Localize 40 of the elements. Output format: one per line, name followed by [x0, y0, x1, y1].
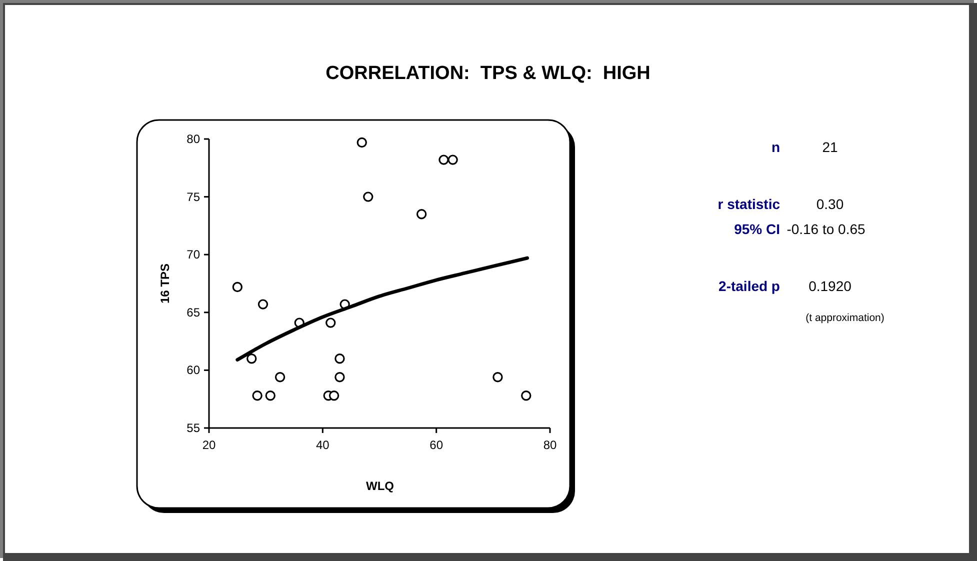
- point: [416, 209, 427, 220]
- point: [246, 354, 257, 364]
- x-tick-label: 60: [430, 438, 444, 452]
- y-axis-title: 16 TPS: [158, 263, 172, 304]
- line-series: [236, 256, 530, 362]
- chart-title: CORRELATION: TPS & WLQ: HIGH: [326, 63, 650, 84]
- x-tick-label: 20: [202, 438, 216, 452]
- point: [438, 154, 449, 165]
- text: 95% CI: [734, 221, 780, 237]
- point: [334, 354, 345, 364]
- text: -0.16 to 0.65: [786, 221, 866, 237]
- text: r statistic: [718, 196, 780, 212]
- y-tick-label: 60: [186, 363, 200, 378]
- point: [232, 282, 243, 292]
- point: [252, 390, 262, 401]
- point: [328, 390, 340, 401]
- point: [258, 299, 268, 310]
- y-tick-label: 65: [186, 305, 200, 320]
- y-tick-label: 55: [186, 421, 200, 435]
- point: [326, 318, 336, 328]
- point: [521, 390, 532, 401]
- point: [274, 372, 286, 382]
- x-tick-label: 80: [543, 438, 557, 452]
- text: 21: [822, 139, 838, 155]
- text: 0.1920: [808, 278, 852, 294]
- point: [356, 137, 367, 148]
- point: [265, 390, 276, 401]
- y-tick-label: 70: [186, 248, 200, 262]
- y-tick-label: 80: [186, 132, 200, 146]
- y-tick-label: 75: [186, 190, 200, 204]
- point: [492, 372, 503, 382]
- text: (t approximation): [806, 312, 884, 324]
- text: 0.30: [816, 196, 844, 212]
- point: [363, 192, 374, 202]
- text: 2-tailed p: [718, 278, 780, 294]
- point: [334, 372, 345, 382]
- x-axis-title: WLQ: [366, 479, 394, 493]
- x-tick-label: 40: [316, 438, 330, 452]
- point: [448, 154, 458, 165]
- text: n: [771, 139, 780, 155]
